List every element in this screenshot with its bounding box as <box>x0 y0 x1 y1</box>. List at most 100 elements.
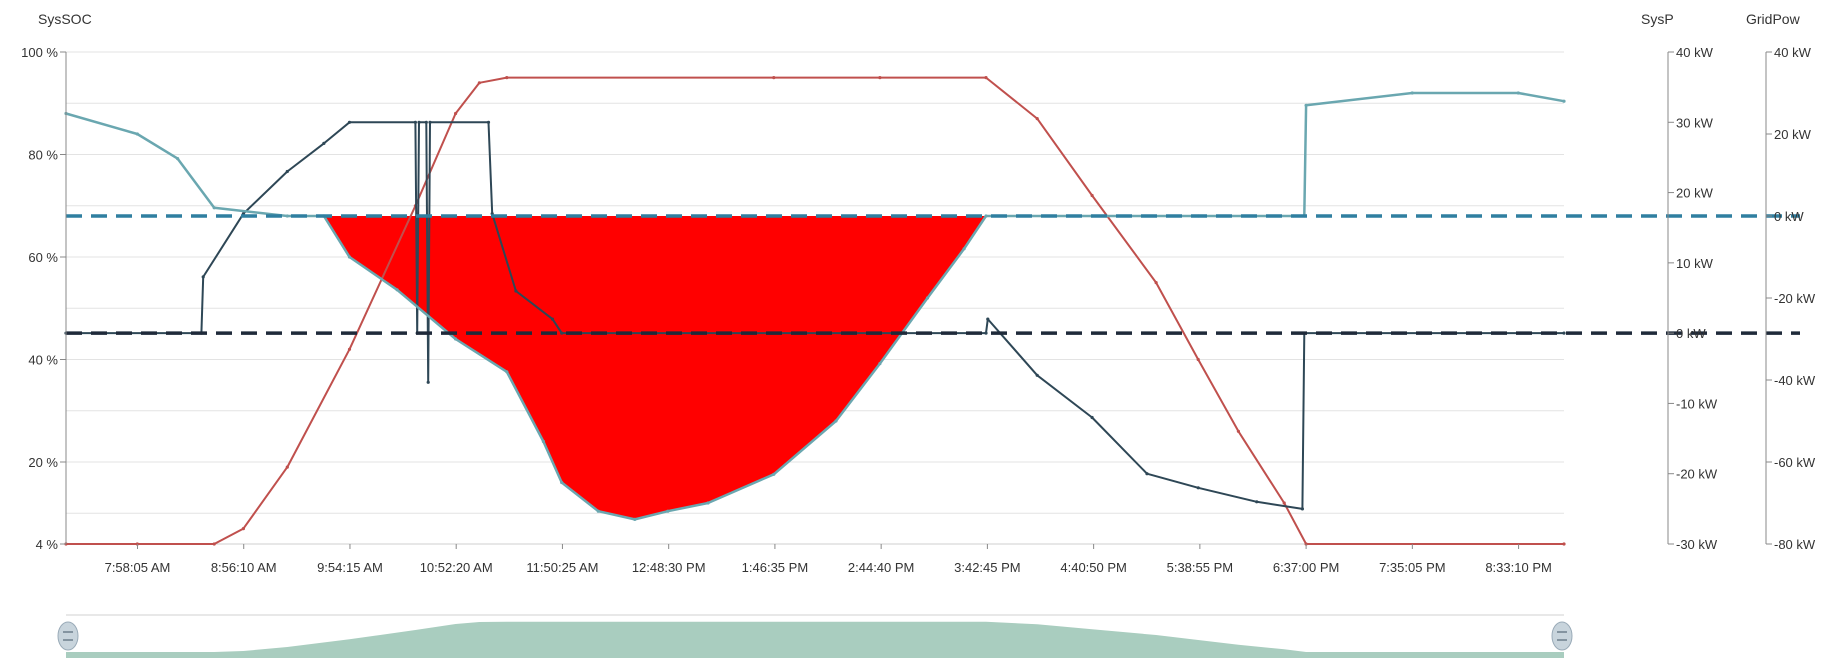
x-tick-label: 6:37:00 PM <box>1273 560 1340 575</box>
data-point-grid <box>1516 91 1520 95</box>
grid-tick-label: -40 kW <box>1774 373 1816 388</box>
data-point-soc <box>505 76 509 80</box>
grid-axis-title: GridPow <box>1746 11 1801 27</box>
grid-tick-label: 0 kW <box>1774 209 1804 224</box>
sysp-tick-label: 10 kW <box>1676 256 1714 271</box>
x-tick-label: 9:54:15 AM <box>317 560 383 575</box>
soc-tick-label: 4 % <box>36 537 59 552</box>
data-point-soc <box>1282 501 1286 505</box>
data-point-grid <box>596 509 600 513</box>
data-point-sysp <box>1035 373 1039 377</box>
data-point-soc <box>1562 542 1566 546</box>
grid-tick-label: -60 kW <box>1774 455 1816 470</box>
x-tick-label: 3:42:45 PM <box>954 560 1021 575</box>
x-tick-label: 7:35:05 PM <box>1379 560 1446 575</box>
data-point-sysp <box>486 120 491 124</box>
soc-tick-label: 40 % <box>28 353 58 368</box>
data-point-grid <box>834 419 838 423</box>
data-point-soc <box>772 76 776 80</box>
grid-tick-label: 40 kW <box>1774 45 1812 60</box>
data-point-sysp <box>347 120 352 124</box>
x-tick-label: 12:48:30 PM <box>632 560 706 575</box>
data-point-soc <box>1090 193 1094 198</box>
axes-layer: SysSOC SysP GridPow 100 % 80 % 60 % 40 % 20 … <box>21 11 1816 575</box>
data-point-soc <box>454 111 458 116</box>
data-point-soc <box>1035 117 1039 121</box>
data-point-soc <box>1154 281 1158 285</box>
data-point-grid <box>984 214 988 218</box>
data-point-sysp <box>426 380 430 384</box>
data-point-soc <box>212 542 216 546</box>
data-point-grid <box>878 362 882 366</box>
data-point-sysp <box>986 317 990 321</box>
x-tick-label: 11:50:25 AM <box>526 560 598 575</box>
sysp-tick-label: 20 kW <box>1676 186 1714 201</box>
reference-lines-layer <box>66 214 1800 335</box>
data-point-sysp <box>984 331 988 335</box>
data-point-sysp <box>1562 331 1566 335</box>
data-point-sysp <box>413 120 417 124</box>
data-point-sysp <box>1300 507 1304 511</box>
data-point-sysp <box>201 275 205 279</box>
data-point-sysp <box>514 289 518 293</box>
sysp-tick-label: 40 kW <box>1676 45 1714 60</box>
data-point-grid <box>666 509 670 513</box>
shaded-area <box>323 216 987 520</box>
data-point-grid <box>1562 99 1566 103</box>
x-tick-label: 5:38:55 PM <box>1167 560 1234 575</box>
data-point-grid <box>706 501 710 505</box>
data-point-sysp <box>550 317 555 321</box>
soc-tick-label: 20 % <box>28 455 58 470</box>
sysp-tick-label: -20 kW <box>1676 467 1718 482</box>
data-point-grid <box>541 439 546 444</box>
soc-tick-label: 80 % <box>28 148 58 163</box>
data-point-grid <box>925 296 930 300</box>
data-point-soc <box>878 76 882 80</box>
x-tick-label: 8:56:10 AM <box>211 560 277 575</box>
data-point-grid <box>135 132 139 136</box>
x-tick-label: 10:52:20 AM <box>420 560 493 575</box>
sysp-tick-label: 30 kW <box>1676 115 1714 130</box>
sysp-axis-title: SysP <box>1641 11 1674 27</box>
soc-tick-label: 100 % <box>21 45 58 60</box>
data-point-sysp <box>1196 486 1200 490</box>
data-point-grid <box>176 157 180 161</box>
data-point-soc <box>347 347 352 351</box>
data-point-sysp <box>428 120 432 124</box>
soc-axis-title: SysSOC <box>38 11 92 27</box>
data-point-soc <box>1236 429 1240 433</box>
data-point-sysp <box>1255 500 1259 504</box>
data-point-grid <box>212 206 216 210</box>
data-point-soc <box>477 81 481 85</box>
x-tick-label: 1:46:35 PM <box>742 560 809 575</box>
navigator-right-handle[interactable] <box>1551 621 1573 651</box>
navigator-left-handle[interactable] <box>57 621 79 651</box>
x-tick-label: 4:40:50 PM <box>1060 560 1127 575</box>
data-point-sysp <box>1090 415 1094 420</box>
sysp-tick-label: 0 kW <box>1676 326 1706 341</box>
navigator-area <box>66 621 1564 658</box>
data-point-sysp <box>424 120 428 124</box>
grid-tick-label: -20 kW <box>1774 291 1816 306</box>
data-point-grid <box>1304 103 1308 107</box>
data-point-grid <box>395 288 399 292</box>
data-point-grid <box>633 517 637 522</box>
data-point-soc <box>1196 357 1200 362</box>
grid-tick-label: 20 kW <box>1774 127 1812 142</box>
series-line-sysp <box>66 121 1564 510</box>
data-point-sysp <box>1145 472 1149 476</box>
data-point-grid <box>560 480 564 485</box>
data-point-grid <box>285 214 289 218</box>
data-point-sysp <box>322 141 326 145</box>
shaded-area-layer <box>323 216 987 520</box>
data-point-soc <box>285 465 289 469</box>
soc-tick-label: 60 % <box>28 250 58 265</box>
data-point-grid <box>347 255 352 259</box>
data-point-grid <box>772 472 776 476</box>
data-point-soc <box>241 527 245 531</box>
data-point-sysp <box>560 331 564 335</box>
data-point-sysp <box>417 120 421 124</box>
navigator[interactable] <box>57 614 1573 658</box>
data-point-grid <box>962 247 966 251</box>
